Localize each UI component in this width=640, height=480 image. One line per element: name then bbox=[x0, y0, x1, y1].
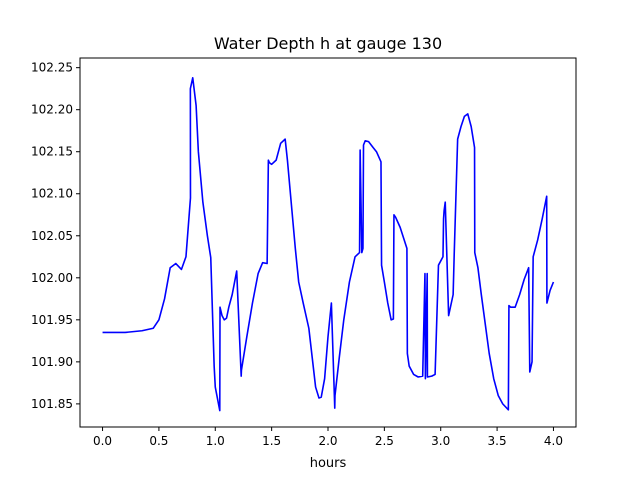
y-tick-label: 102.20 bbox=[31, 103, 73, 117]
series-line-0 bbox=[102, 76, 555, 412]
plot-frame bbox=[79, 57, 577, 428]
y-tick-label: 102.25 bbox=[31, 61, 73, 75]
chart-title: Water Depth h at gauge 130 bbox=[214, 34, 442, 53]
x-tick-label: 3.0 bbox=[431, 434, 450, 448]
x-tick-label: 1.0 bbox=[206, 434, 225, 448]
x-tick-label: 0.5 bbox=[149, 434, 168, 448]
x-tick-label: 2.5 bbox=[375, 434, 394, 448]
y-tick-label: 101.95 bbox=[31, 313, 73, 327]
x-tick-label: 3.5 bbox=[488, 434, 507, 448]
y-tick-label: 101.90 bbox=[31, 355, 73, 369]
x-tick-label: 1.5 bbox=[262, 434, 281, 448]
y-tick-label: 102.00 bbox=[31, 271, 73, 285]
x-tick-label: 0.0 bbox=[93, 434, 112, 448]
x-axis-label: hours bbox=[310, 456, 347, 471]
y-tick-label: 101.85 bbox=[31, 397, 73, 411]
plot-area bbox=[80, 58, 576, 427]
y-tick-label: 102.05 bbox=[31, 229, 73, 243]
y-axis-ticks: 101.85 101.90 101.95 102.00 102.05 102.10 102.… bbox=[31, 61, 80, 411]
y-tick-label: 102.15 bbox=[31, 145, 73, 159]
x-tick-label: 2.0 bbox=[318, 434, 337, 448]
x-axis-ticks: 0.0 0.5 1.0 1.5 2.0 2.5 3.0 3.5 4.0 bbox=[93, 427, 563, 448]
y-tick-label: 102.10 bbox=[31, 187, 73, 201]
x-tick-label: 4.0 bbox=[544, 434, 563, 448]
series-layer bbox=[102, 76, 555, 412]
